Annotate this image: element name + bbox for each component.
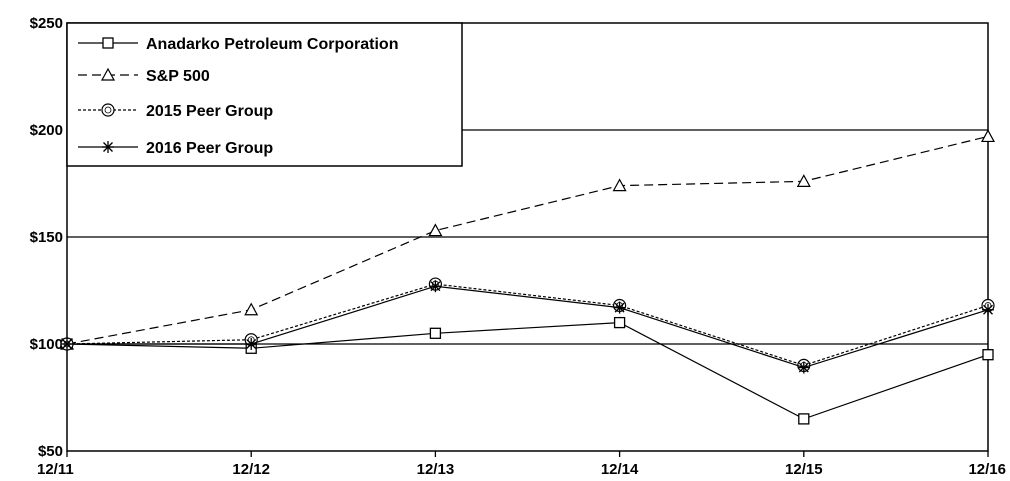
- x-tick-label: 12/11: [37, 461, 74, 478]
- y-tick-label: $100: [30, 336, 63, 353]
- data-point: [61, 338, 73, 350]
- data-point-shape: [244, 302, 259, 316]
- data-point: [980, 129, 996, 143]
- data-point: [612, 178, 627, 192]
- legend-box: [66, 22, 463, 167]
- data-point-shape: [982, 349, 994, 361]
- series-3: [60, 277, 995, 372]
- series-line: [67, 285, 989, 369]
- legend-item: Anadarko Petroleum Corporation: [78, 36, 398, 53]
- data-point: [982, 303, 994, 316]
- data-point-shape: [429, 327, 442, 339]
- series-4: [61, 280, 994, 374]
- legend-marker: [102, 141, 114, 153]
- legend-marker: [100, 67, 116, 81]
- x-tick-label: 12/13: [417, 461, 455, 478]
- data-point-shape: [613, 316, 626, 329]
- x-tick-label: 12/15: [785, 461, 823, 478]
- data-point: [613, 316, 626, 329]
- data-point: [613, 301, 626, 314]
- legend: Anadarko Petroleum Corporation S&P 500 201…: [66, 22, 463, 167]
- legend-label: 2016 Peer Group: [146, 140, 273, 157]
- data-point-shape: [796, 174, 811, 187]
- data-point-stroke-d2: [614, 302, 625, 313]
- data-point: [244, 302, 259, 316]
- data-point-shape: [428, 223, 443, 237]
- legend-items: Anadarko Petroleum Corporation S&P 500 201…: [78, 36, 398, 157]
- legend-marker-shape: [102, 37, 114, 49]
- series-2: [59, 129, 996, 350]
- data-point: [429, 327, 442, 339]
- data-point: [798, 413, 810, 425]
- data-point-stroke-d2: [62, 339, 72, 349]
- legend-label: 2015 Peer Group: [146, 103, 273, 120]
- y-tick-label: $150: [30, 229, 63, 246]
- y-tick-label: $200: [30, 122, 63, 139]
- data-point-shape: [798, 413, 810, 425]
- series-line: [66, 321, 989, 420]
- series-lines: [59, 129, 996, 425]
- legend-marker-stroke-d2: [103, 142, 113, 152]
- data-point-shape: [612, 178, 627, 192]
- legend-label: Anadarko Petroleum Corporation: [146, 36, 398, 53]
- data-point: [797, 361, 810, 374]
- data-point: [982, 349, 994, 361]
- data-point-stroke-d2: [246, 339, 257, 349]
- legend-item: S&P 500: [78, 67, 210, 85]
- y-tick-label: $50: [38, 443, 63, 460]
- legend-marker-inner: [104, 106, 112, 114]
- data-point: [796, 174, 811, 187]
- legend-marker: [102, 37, 114, 49]
- data-point: [428, 223, 443, 237]
- x-axis-ticks: 12/11 12/12 12/13 12/14 12/15 12/16: [37, 451, 1006, 478]
- data-point-stroke-d2: [983, 304, 993, 315]
- x-tick-label: 12/12: [232, 461, 270, 478]
- x-tick-label: 12/16: [968, 461, 1006, 478]
- series-1: [61, 316, 994, 425]
- plot-frame: [66, 22, 989, 452]
- series-line: [66, 135, 989, 345]
- legend-marker-shape: [101, 103, 115, 117]
- y-axis-ticks: $250 $200 $150 $100 $50: [30, 15, 63, 460]
- data-point-shape: [980, 129, 996, 143]
- legend-label: S&P 500: [146, 68, 210, 85]
- y-tick-label: $250: [30, 15, 63, 32]
- data-point: [245, 338, 258, 350]
- legend-marker-shape: [100, 67, 116, 81]
- data-point-stroke-d2: [798, 362, 809, 373]
- legend-marker: [101, 103, 115, 117]
- legend-item: 2015 Peer Group: [78, 103, 273, 120]
- data-point: [429, 280, 442, 293]
- x-tick-label: 12/14: [601, 461, 639, 478]
- data-point-stroke-d2: [430, 281, 441, 292]
- legend-item: 2016 Peer Group: [78, 140, 273, 157]
